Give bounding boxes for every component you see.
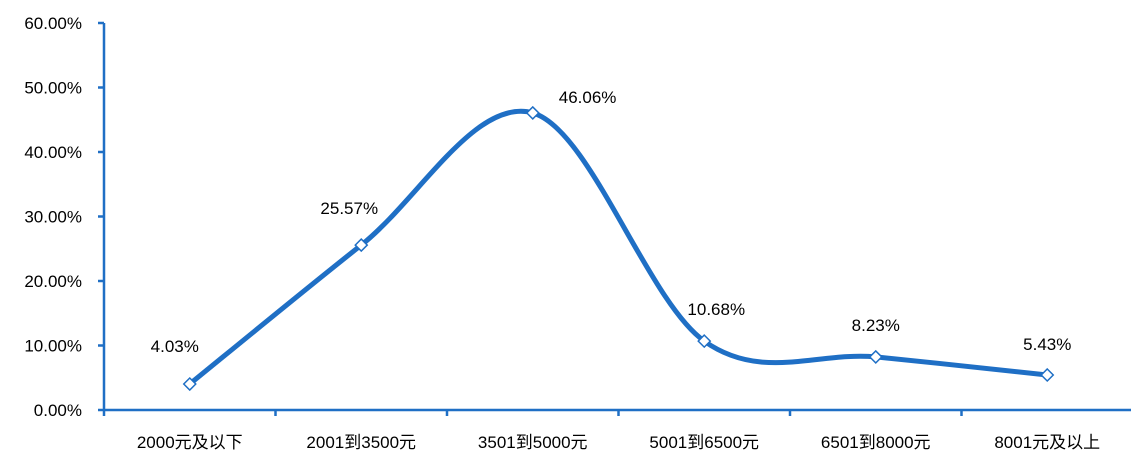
y-tick-label: 60.00%	[24, 14, 82, 33]
data-labels: 4.03% 25.57% 46.06% 10.68% 8.23% 5.43%	[151, 88, 1072, 356]
y-tick-label: 20.00%	[24, 272, 82, 291]
y-tick-label: 50.00%	[24, 79, 82, 98]
data-point-marker	[1040, 367, 1055, 383]
x-tick-label: 3501到5000元	[478, 433, 588, 452]
y-tick-label: 0.00%	[34, 401, 82, 420]
data-point-marker	[354, 238, 369, 253]
chart-axes	[98, 21, 1131, 416]
data-point-marker	[525, 105, 540, 120]
y-tick-label: 10.00%	[24, 337, 82, 356]
x-tick-label: 5001到6500元	[649, 433, 759, 452]
series-line	[187, 108, 1050, 387]
x-tick-label: 8001元及以上	[994, 433, 1100, 452]
x-tick-label: 2001到3500元	[306, 433, 416, 452]
data-point-markers	[182, 105, 1055, 392]
data-point-marker	[868, 349, 883, 364]
y-tick-label: 40.00%	[24, 143, 82, 162]
x-tick-label: 6501到8000元	[821, 433, 931, 452]
data-point-marker	[182, 376, 197, 392]
data-label: 46.06%	[559, 88, 617, 107]
y-axis-tick-labels: 0.00% 10.00% 20.00% 30.00% 40.00% 50.00% 60.00…	[24, 14, 82, 420]
y-tick-label: 30.00%	[24, 208, 82, 227]
data-label: 10.68%	[687, 300, 745, 319]
x-axis-tick-labels: 2000元及以下 2001到3500元 3501到5000元 5001到6500元 65…	[137, 433, 1100, 452]
data-label: 25.57%	[320, 199, 378, 218]
data-label: 5.43%	[1023, 335, 1071, 354]
data-label: 4.03%	[151, 337, 199, 356]
data-point-marker	[697, 334, 712, 349]
data-label: 8.23%	[852, 316, 900, 335]
x-tick-label: 2000元及以下	[137, 433, 243, 452]
